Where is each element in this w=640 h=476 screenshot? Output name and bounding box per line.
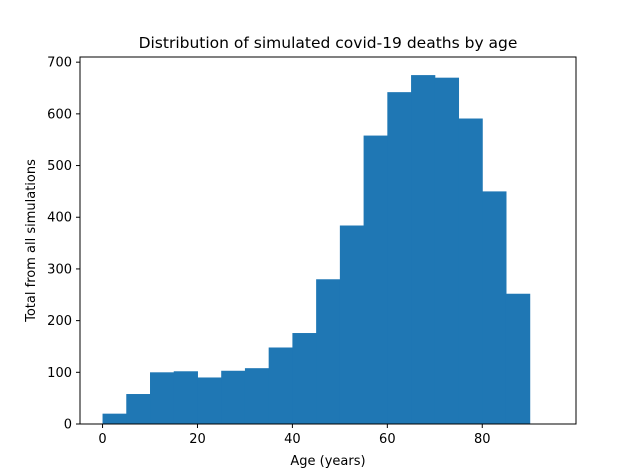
histogram-bar (387, 92, 412, 424)
y-tick-label: 600 (47, 107, 72, 122)
bars-group (102, 75, 531, 425)
histogram-bar (197, 377, 222, 424)
histogram-bar (126, 394, 151, 424)
y-tick-label: 100 (47, 366, 72, 381)
y-axis-ticks: 0 100 200 300 400 500 600 700 (47, 56, 80, 433)
y-tick-label: 300 (47, 262, 72, 277)
x-tick-label: 40 (284, 432, 301, 447)
histogram-bar (458, 118, 483, 425)
histogram-bar (292, 333, 317, 424)
histogram-bar (363, 135, 388, 424)
x-axis-ticks: 0 20 40 60 80 (98, 424, 491, 447)
histogram-bar (173, 371, 198, 424)
histogram-bar (434, 77, 460, 424)
histogram-bar (102, 413, 127, 424)
y-tick-label: 400 (47, 211, 72, 226)
histogram-bar (339, 225, 365, 424)
x-tick-label: 60 (379, 432, 396, 447)
x-tick-label: 20 (189, 432, 206, 447)
x-tick-label: 0 (98, 432, 106, 447)
histogram-bar (505, 293, 531, 424)
histogram-bar (316, 279, 341, 424)
y-tick-label: 700 (47, 56, 72, 71)
histogram-bar (221, 370, 246, 424)
x-tick-label: 80 (474, 432, 491, 447)
y-tick-label: 200 (47, 314, 72, 329)
y-axis-label: Total from all simulations (24, 159, 39, 323)
chart-title: Distribution of simulated covid-19 death… (139, 34, 518, 52)
plot-frame (79, 56, 577, 425)
y-tick-label: 500 (47, 159, 72, 174)
histogram-bar (268, 347, 293, 424)
histogram-bar (150, 372, 175, 424)
histogram-bar (244, 368, 270, 424)
histogram-bar (411, 75, 436, 424)
histogram-bar (482, 191, 507, 424)
x-axis-label: Age (years) (290, 454, 365, 469)
y-tick-label: 0 (64, 418, 72, 433)
